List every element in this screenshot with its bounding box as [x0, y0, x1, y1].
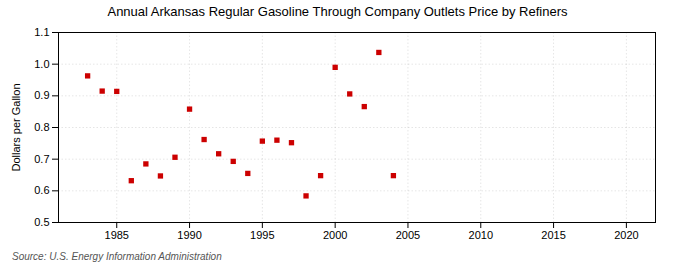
- svg-text:2000: 2000: [323, 229, 347, 241]
- svg-text:1995: 1995: [250, 229, 274, 241]
- svg-text:2005: 2005: [396, 229, 420, 241]
- svg-text:1.0: 1.0: [34, 58, 49, 70]
- svg-text:0.7: 0.7: [34, 153, 49, 165]
- svg-text:0.6: 0.6: [34, 184, 49, 196]
- svg-text:0.5: 0.5: [34, 216, 49, 228]
- svg-text:0.8: 0.8: [34, 121, 49, 133]
- svg-text:Dollars per Gallon: Dollars per Gallon: [10, 83, 22, 171]
- html-text:Source: U.S. Energy Informatio: Source: U.S. Energy Information Administ…: [12, 251, 222, 262]
- svg-text:1990: 1990: [177, 229, 201, 241]
- svg-text:1985: 1985: [105, 229, 129, 241]
- svg-text:1.1: 1.1: [34, 26, 49, 38]
- svg-text:2010: 2010: [469, 229, 493, 241]
- svg-text:2015: 2015: [541, 229, 565, 241]
- svg-text:2020: 2020: [614, 229, 638, 241]
- html-text:Annual Arkansas Regular Gasoli: Annual Arkansas Regular Gasoline Through…: [107, 4, 568, 19]
- svg-text:0.9: 0.9: [34, 89, 49, 101]
